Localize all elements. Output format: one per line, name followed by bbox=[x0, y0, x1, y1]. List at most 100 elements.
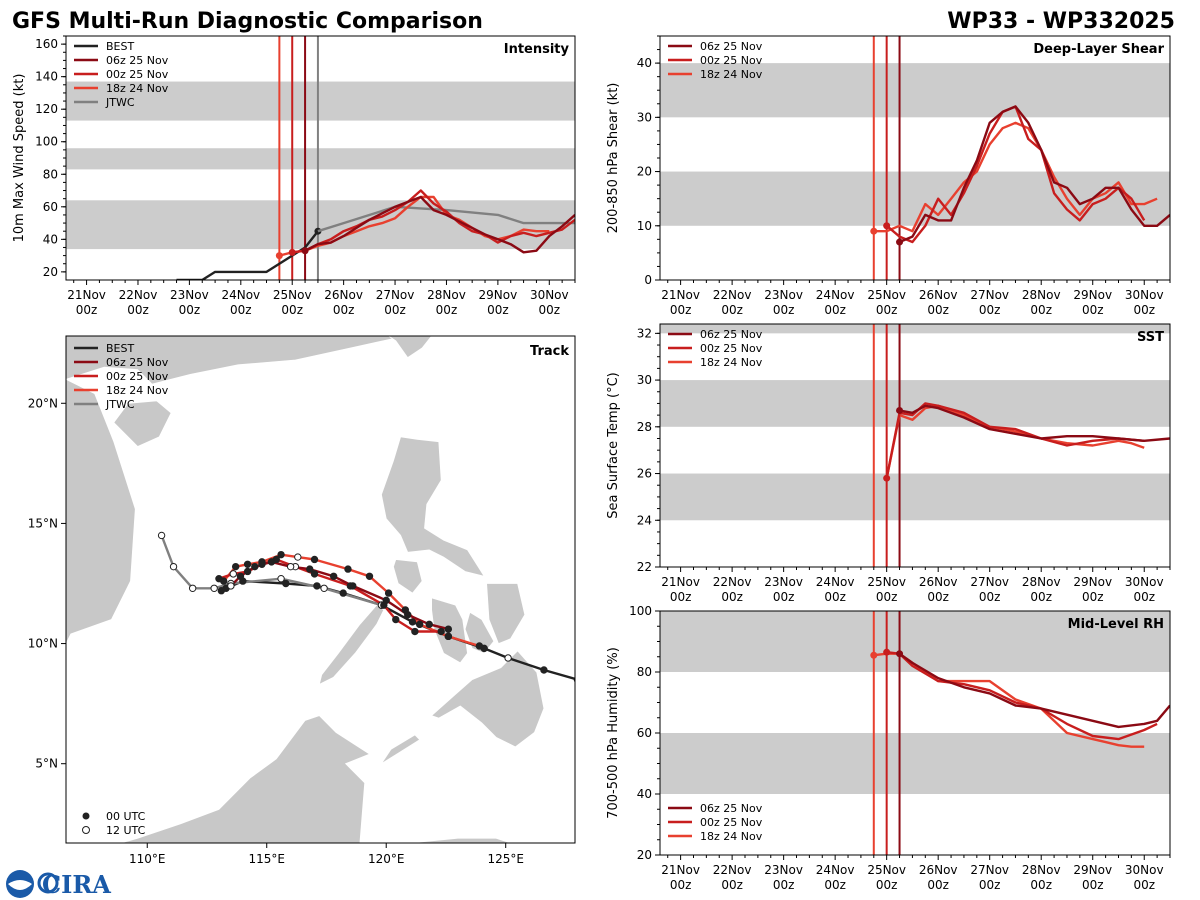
sst-xtick-label: 00z bbox=[979, 590, 1001, 604]
track-point-run_18z-12utc bbox=[294, 553, 302, 561]
land-mainland-china bbox=[66, 336, 575, 385]
shear-ytick-label: 10 bbox=[637, 219, 652, 233]
shear-ytick-label: 30 bbox=[637, 110, 652, 124]
shear-xtick-label: 28Nov bbox=[1022, 288, 1061, 302]
track-point-best-00utc bbox=[313, 582, 321, 590]
rh-series-run_06z bbox=[898, 652, 1170, 729]
intensity-band-1 bbox=[66, 148, 575, 170]
track-point-run_06z-00utc bbox=[217, 587, 226, 595]
track-legend-marker-00utc bbox=[82, 812, 90, 820]
rh-xtick-label: 00z bbox=[979, 878, 1001, 892]
rh-xtick-label: 00z bbox=[876, 878, 898, 892]
track-point-run_06z-00utc bbox=[425, 620, 433, 629]
shear-series-run_18z bbox=[873, 121, 1158, 233]
shear-ytick-label: 0 bbox=[644, 273, 652, 287]
track-point-run_06z-00utc bbox=[349, 582, 357, 590]
track-point-jtwc-12utc bbox=[157, 531, 166, 540]
rh-xtick-label: 25Nov bbox=[867, 863, 906, 877]
sst-xtick-label: 28Nov bbox=[1022, 575, 1061, 589]
intensity-legend-label-run_00z: 00z 25 Nov bbox=[106, 68, 169, 81]
shear-xtick-label: 27Nov bbox=[970, 288, 1009, 302]
rh-xtick-label: 00z bbox=[721, 878, 743, 892]
sst-xtick-label: 00z bbox=[876, 590, 898, 604]
shear-xtick-label: 00z bbox=[1133, 303, 1155, 317]
intensity-ytick-label: 100 bbox=[35, 135, 58, 149]
track-point-best-12utc bbox=[504, 654, 512, 662]
intensity-xtick-label: 26Nov bbox=[324, 288, 363, 302]
rh-xtick-label: 28Nov bbox=[1022, 863, 1061, 877]
intensity-ytick-label: 80 bbox=[43, 167, 58, 181]
land-taiwan bbox=[387, 336, 433, 359]
intensity-xtick-label: 00z bbox=[230, 303, 252, 317]
track-point-run_00z-00utc bbox=[437, 627, 445, 636]
intensity-xtick-label: 00z bbox=[281, 303, 303, 317]
track-point-run_00z-12utc bbox=[229, 570, 237, 578]
sst-series-run_06z bbox=[899, 404, 1170, 442]
shear-legend-label-run_18z: 18z 24 Nov bbox=[700, 68, 763, 81]
rh-band-0 bbox=[660, 733, 1170, 794]
intensity-xtick-label: 28Nov bbox=[427, 288, 466, 302]
track-xtick-label: 120°E bbox=[368, 852, 405, 866]
track-legend-label-00utc: 00 UTC bbox=[106, 810, 146, 823]
sst-xtick-label: 22Nov bbox=[713, 575, 752, 589]
track-point-run_18z-00utc bbox=[384, 589, 393, 597]
sst-ylabel: Sea Surface Temp (°C) bbox=[606, 372, 621, 519]
track-point-run_18z-00utc bbox=[365, 572, 374, 580]
track-title: Track bbox=[530, 344, 569, 359]
intensity-xtick-label: 25Nov bbox=[273, 288, 312, 302]
track-point-run_18z-00utc bbox=[475, 642, 484, 650]
intensity-xtick-label: 21Nov bbox=[67, 288, 106, 302]
rh-ytick-label: 40 bbox=[637, 787, 652, 801]
rh-band-1 bbox=[660, 611, 1170, 672]
shear-xtick-label: 24Nov bbox=[816, 288, 855, 302]
track-point-run_06z-00utc bbox=[306, 565, 314, 573]
sst-ytick-label: 30 bbox=[637, 373, 652, 387]
intensity-legend-label-jtwc: JTWC bbox=[105, 96, 135, 109]
rh-panel: 21Nov00z22Nov00z23Nov00z24Nov00z25Nov00z… bbox=[606, 604, 1171, 892]
shear-legend-label-run_06z: 06z 25 Nov bbox=[700, 40, 763, 53]
shear-xtick-label: 00z bbox=[876, 303, 898, 317]
shear-xtick-label: 21Nov bbox=[661, 288, 700, 302]
shear-ytick-label: 20 bbox=[637, 165, 652, 179]
track-legend-label-run_18z: 18z 24 Nov bbox=[106, 384, 169, 397]
intensity-legend-label-best: BEST bbox=[106, 40, 134, 53]
rh-xtick-label: 00z bbox=[670, 878, 692, 892]
rh-ylabel: 700-500 hPa Humidity (%) bbox=[606, 647, 621, 819]
rh-xtick-label: 27Nov bbox=[970, 863, 1009, 877]
storm-id: WP33 - WP332025 bbox=[947, 9, 1175, 34]
sst-xtick-label: 21Nov bbox=[661, 575, 700, 589]
intensity-xtick-label: 00z bbox=[384, 303, 406, 317]
shear-ytick-label: 40 bbox=[637, 56, 652, 70]
track-point-best-00utc bbox=[408, 618, 417, 626]
rh-xtick-label: 00z bbox=[927, 878, 949, 892]
track-point-run_06z-00utc bbox=[329, 572, 338, 580]
track-point-best-00utc bbox=[282, 579, 290, 588]
rh-xtick-label: 00z bbox=[1082, 878, 1104, 892]
rh-series-run_00z bbox=[886, 651, 1158, 741]
intensity-series-run_00z bbox=[292, 189, 575, 254]
track-point-run_18z-00utc bbox=[277, 550, 285, 559]
intensity-band-2 bbox=[66, 81, 575, 121]
track-xtick-label: 125°E bbox=[487, 852, 524, 866]
land-samar-leyte bbox=[486, 583, 526, 645]
sst-xtick-label: 00z bbox=[824, 590, 846, 604]
track-point-run_00z-00utc bbox=[258, 560, 266, 568]
track-ytick-label: 10°N bbox=[28, 637, 58, 651]
intensity-xtick-label: 23Nov bbox=[170, 288, 209, 302]
rh-xtick-label: 00z bbox=[824, 878, 846, 892]
sst-xtick-label: 25Nov bbox=[867, 575, 906, 589]
shear-xtick-label: 00z bbox=[721, 303, 743, 317]
intensity-xtick-label: 00z bbox=[179, 303, 201, 317]
intensity-start-marker-run_18z bbox=[275, 252, 283, 260]
sst-xtick-label: 00z bbox=[1133, 590, 1155, 604]
intensity-xtick-label: 00z bbox=[127, 303, 149, 317]
rh-xtick-label: 00z bbox=[1030, 878, 1052, 892]
intensity-series-run_06z bbox=[304, 195, 575, 254]
track-point-run_06z-00utc bbox=[444, 625, 453, 633]
track-point-run_06z-12utc bbox=[227, 582, 235, 590]
sst-start-marker-run_00z bbox=[883, 474, 891, 482]
rh-xtick-label: 29Nov bbox=[1073, 863, 1112, 877]
noaa-bird-icon bbox=[8, 880, 32, 890]
rh-ytick-label: 80 bbox=[637, 665, 652, 679]
track-point-run_18z-00utc bbox=[243, 560, 252, 568]
